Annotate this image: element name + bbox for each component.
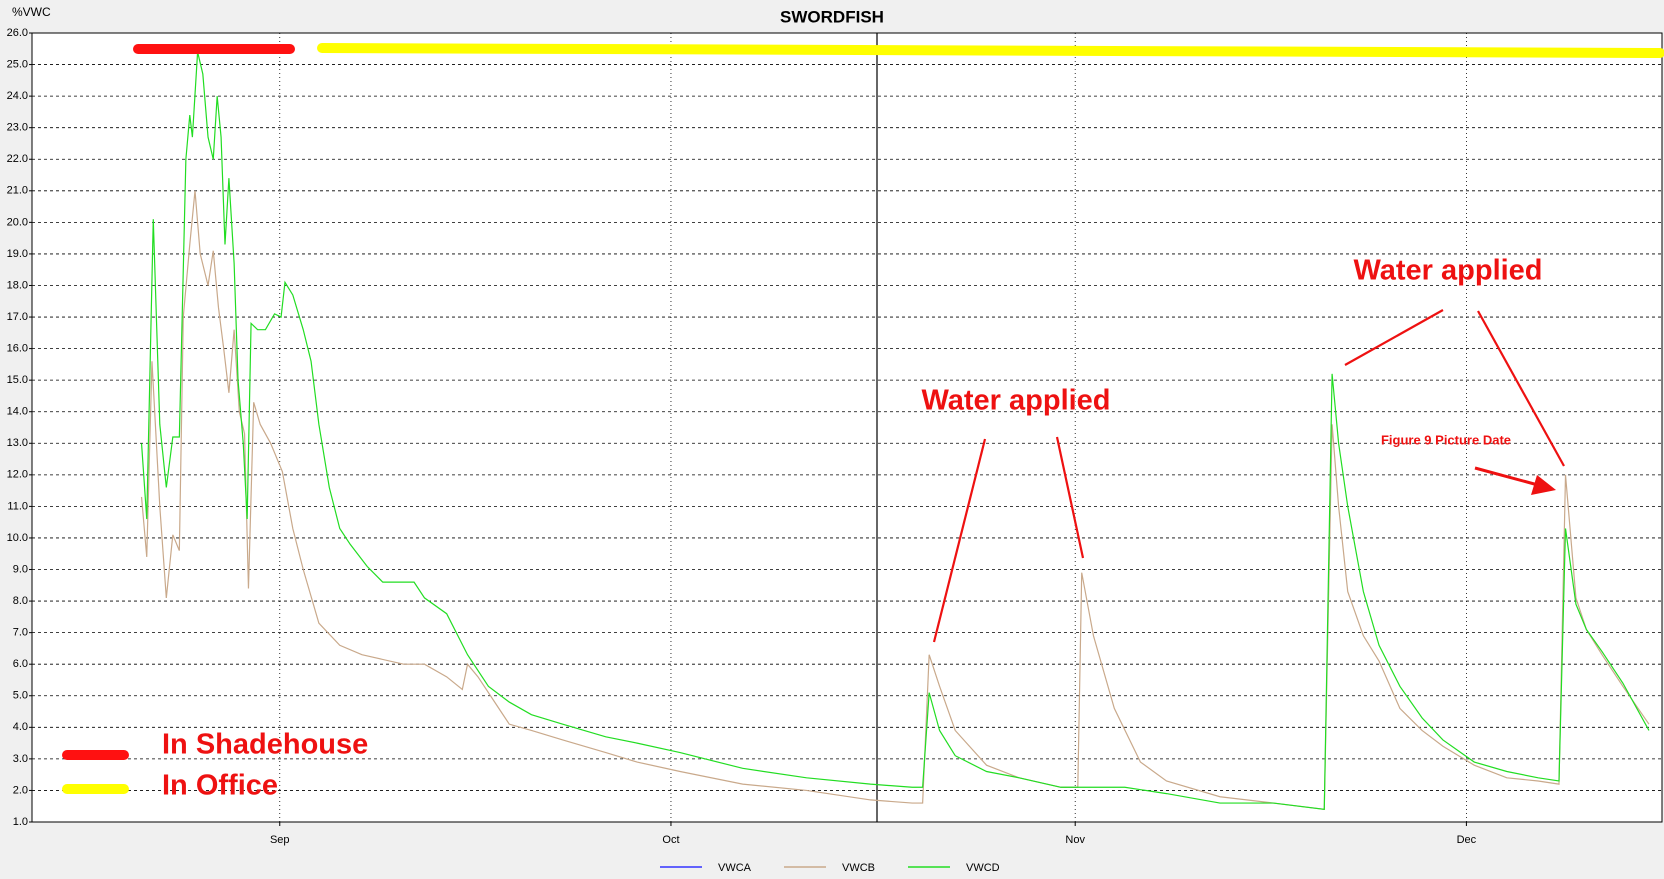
y-tick-label: 8.0 [13, 595, 28, 607]
y-tick-label: 21.0 [7, 185, 28, 197]
legend-label: VWCB [842, 862, 875, 874]
period-label: In Shadehouse [162, 729, 368, 761]
arrow-head [1531, 475, 1556, 495]
y-tick-label: 13.0 [7, 437, 28, 449]
annotation-lines [932, 309, 1565, 643]
y-tick-label: 12.0 [7, 469, 28, 481]
y-tick-label: 23.0 [7, 122, 28, 134]
y-tick-label: 3.0 [13, 753, 28, 765]
y-tick-label: 15.0 [7, 374, 28, 386]
grid: 1.0 2.0 3.0 4.0 5.0 6.0 7.0 8.0 9.0 10.0 11.0 12.0 1… [7, 27, 1662, 846]
y-tick-label: 9.0 [13, 563, 28, 575]
lines [140, 51, 1650, 811]
arrow-shaft [1474, 466, 1539, 487]
pointer-line [1344, 309, 1444, 366]
pointer-line [932, 438, 987, 643]
y-tick-label: 1.0 [13, 816, 28, 828]
y-tick-label: 19.0 [7, 248, 28, 260]
chart-title: SWORDFISH [780, 7, 884, 26]
series-line [140, 51, 1650, 811]
pointer-line [1055, 436, 1085, 559]
y-tick-label: 26.0 [7, 27, 28, 39]
y-tick-label: 7.0 [13, 627, 28, 639]
x-tick-label: Nov [1065, 834, 1085, 846]
office-bar [317, 43, 1664, 58]
period-label: In Office [162, 770, 278, 802]
y-tick-label: 6.0 [13, 658, 28, 670]
plot-area [31, 32, 1663, 823]
y-tick-label: 24.0 [7, 90, 28, 102]
y-tick-label: 22.0 [7, 153, 28, 165]
y-tick-label: 17.0 [7, 311, 28, 323]
x-tick-label: Dec [1457, 834, 1477, 846]
y-tick-label: 2.0 [13, 784, 28, 796]
legend-label: VWCD [966, 862, 1000, 874]
y-tick-label: 18.0 [7, 279, 28, 291]
legend-label: VWCA [718, 862, 752, 874]
y-tick-label: 25.0 [7, 58, 28, 70]
pointer-line [1477, 310, 1565, 467]
y-tick-label: 11.0 [7, 500, 28, 512]
annotation: Water applied [1353, 255, 1542, 287]
y-tick-label: 5.0 [13, 690, 28, 702]
legend: VWCA VWCB VWCD [660, 862, 1000, 874]
x-tick-label: Oct [662, 834, 679, 846]
y-tick-label: 4.0 [13, 721, 28, 733]
y-axis-label: %VWC [12, 5, 51, 19]
x-tick-label: Sep [270, 834, 290, 846]
y-tick-label: 10.0 [7, 532, 28, 544]
annotation: Figure 9 Picture Date [1381, 432, 1511, 447]
series-line [140, 190, 1650, 811]
y-tick-label: 14.0 [7, 406, 28, 418]
y-tick-label: 20.0 [7, 216, 28, 228]
annotation: Water applied [921, 385, 1110, 417]
y-tick-label: 16.0 [7, 343, 28, 355]
